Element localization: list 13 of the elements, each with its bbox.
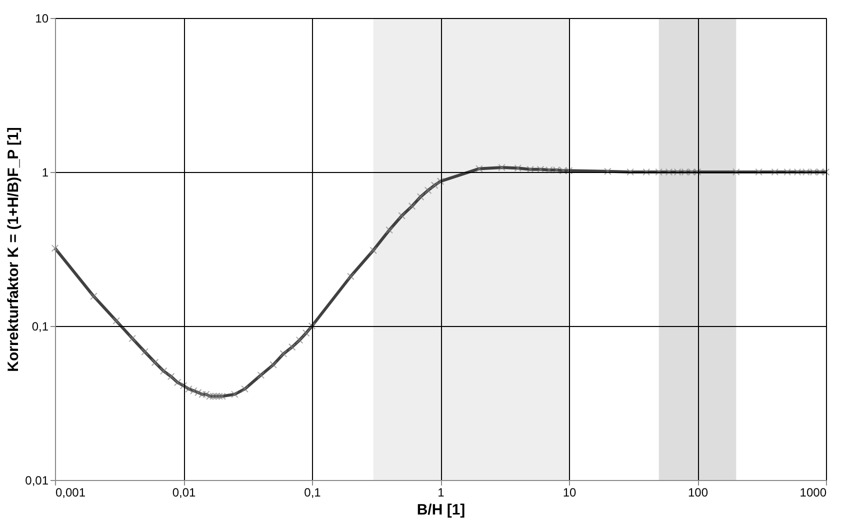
y-tick-label: 10 [35, 12, 49, 26]
x-tick-label: 0,1 [304, 486, 322, 500]
x-tick-label: 0,001 [56, 486, 86, 500]
y-axis-title: Korrekturfaktor K = (1+H/B)F_P [1] [5, 127, 22, 372]
x-axis-title: B/H [1] [416, 502, 466, 518]
y-tick-label: 0,01 [25, 474, 49, 488]
x-tick-label: 1 [438, 486, 445, 500]
x-tick-label: 0,01 [172, 486, 196, 500]
y-tick-label: 0,1 [32, 320, 49, 334]
x-tick-label: 10 [562, 486, 576, 500]
x-tick-label: 100 [688, 486, 708, 500]
x-tick-label: 1000 [800, 486, 827, 500]
y-tick-label: 1 [42, 166, 49, 180]
